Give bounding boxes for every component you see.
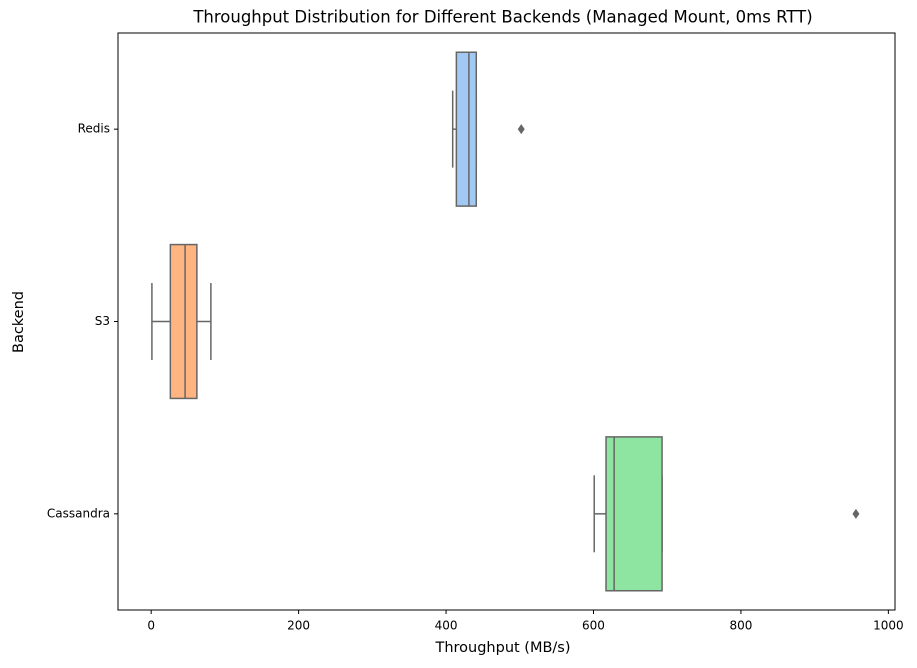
x-tick-label: 200 — [287, 619, 310, 633]
box — [455, 51, 478, 207]
x-tick-label: 0 — [147, 619, 155, 633]
x-tick-label: 600 — [582, 619, 605, 633]
plot-frame — [117, 32, 896, 611]
x-tick-label: 800 — [729, 619, 752, 633]
outlier — [852, 508, 860, 519]
y-tick-label: Cassandra — [47, 506, 110, 520]
y-tick-label: S3 — [95, 314, 110, 328]
y-axis-label: Backend — [11, 291, 27, 353]
x-tick-label: 400 — [435, 619, 458, 633]
chart-title: Throughput Distribution for Different Ba… — [192, 8, 812, 27]
outlier — [517, 124, 525, 135]
x-tick-label: 1000 — [873, 619, 904, 633]
box — [169, 243, 198, 400]
box — [605, 436, 663, 592]
x-axis-label: Throughput (MB/s) — [434, 640, 570, 656]
y-tick-label: Redis — [78, 122, 110, 136]
